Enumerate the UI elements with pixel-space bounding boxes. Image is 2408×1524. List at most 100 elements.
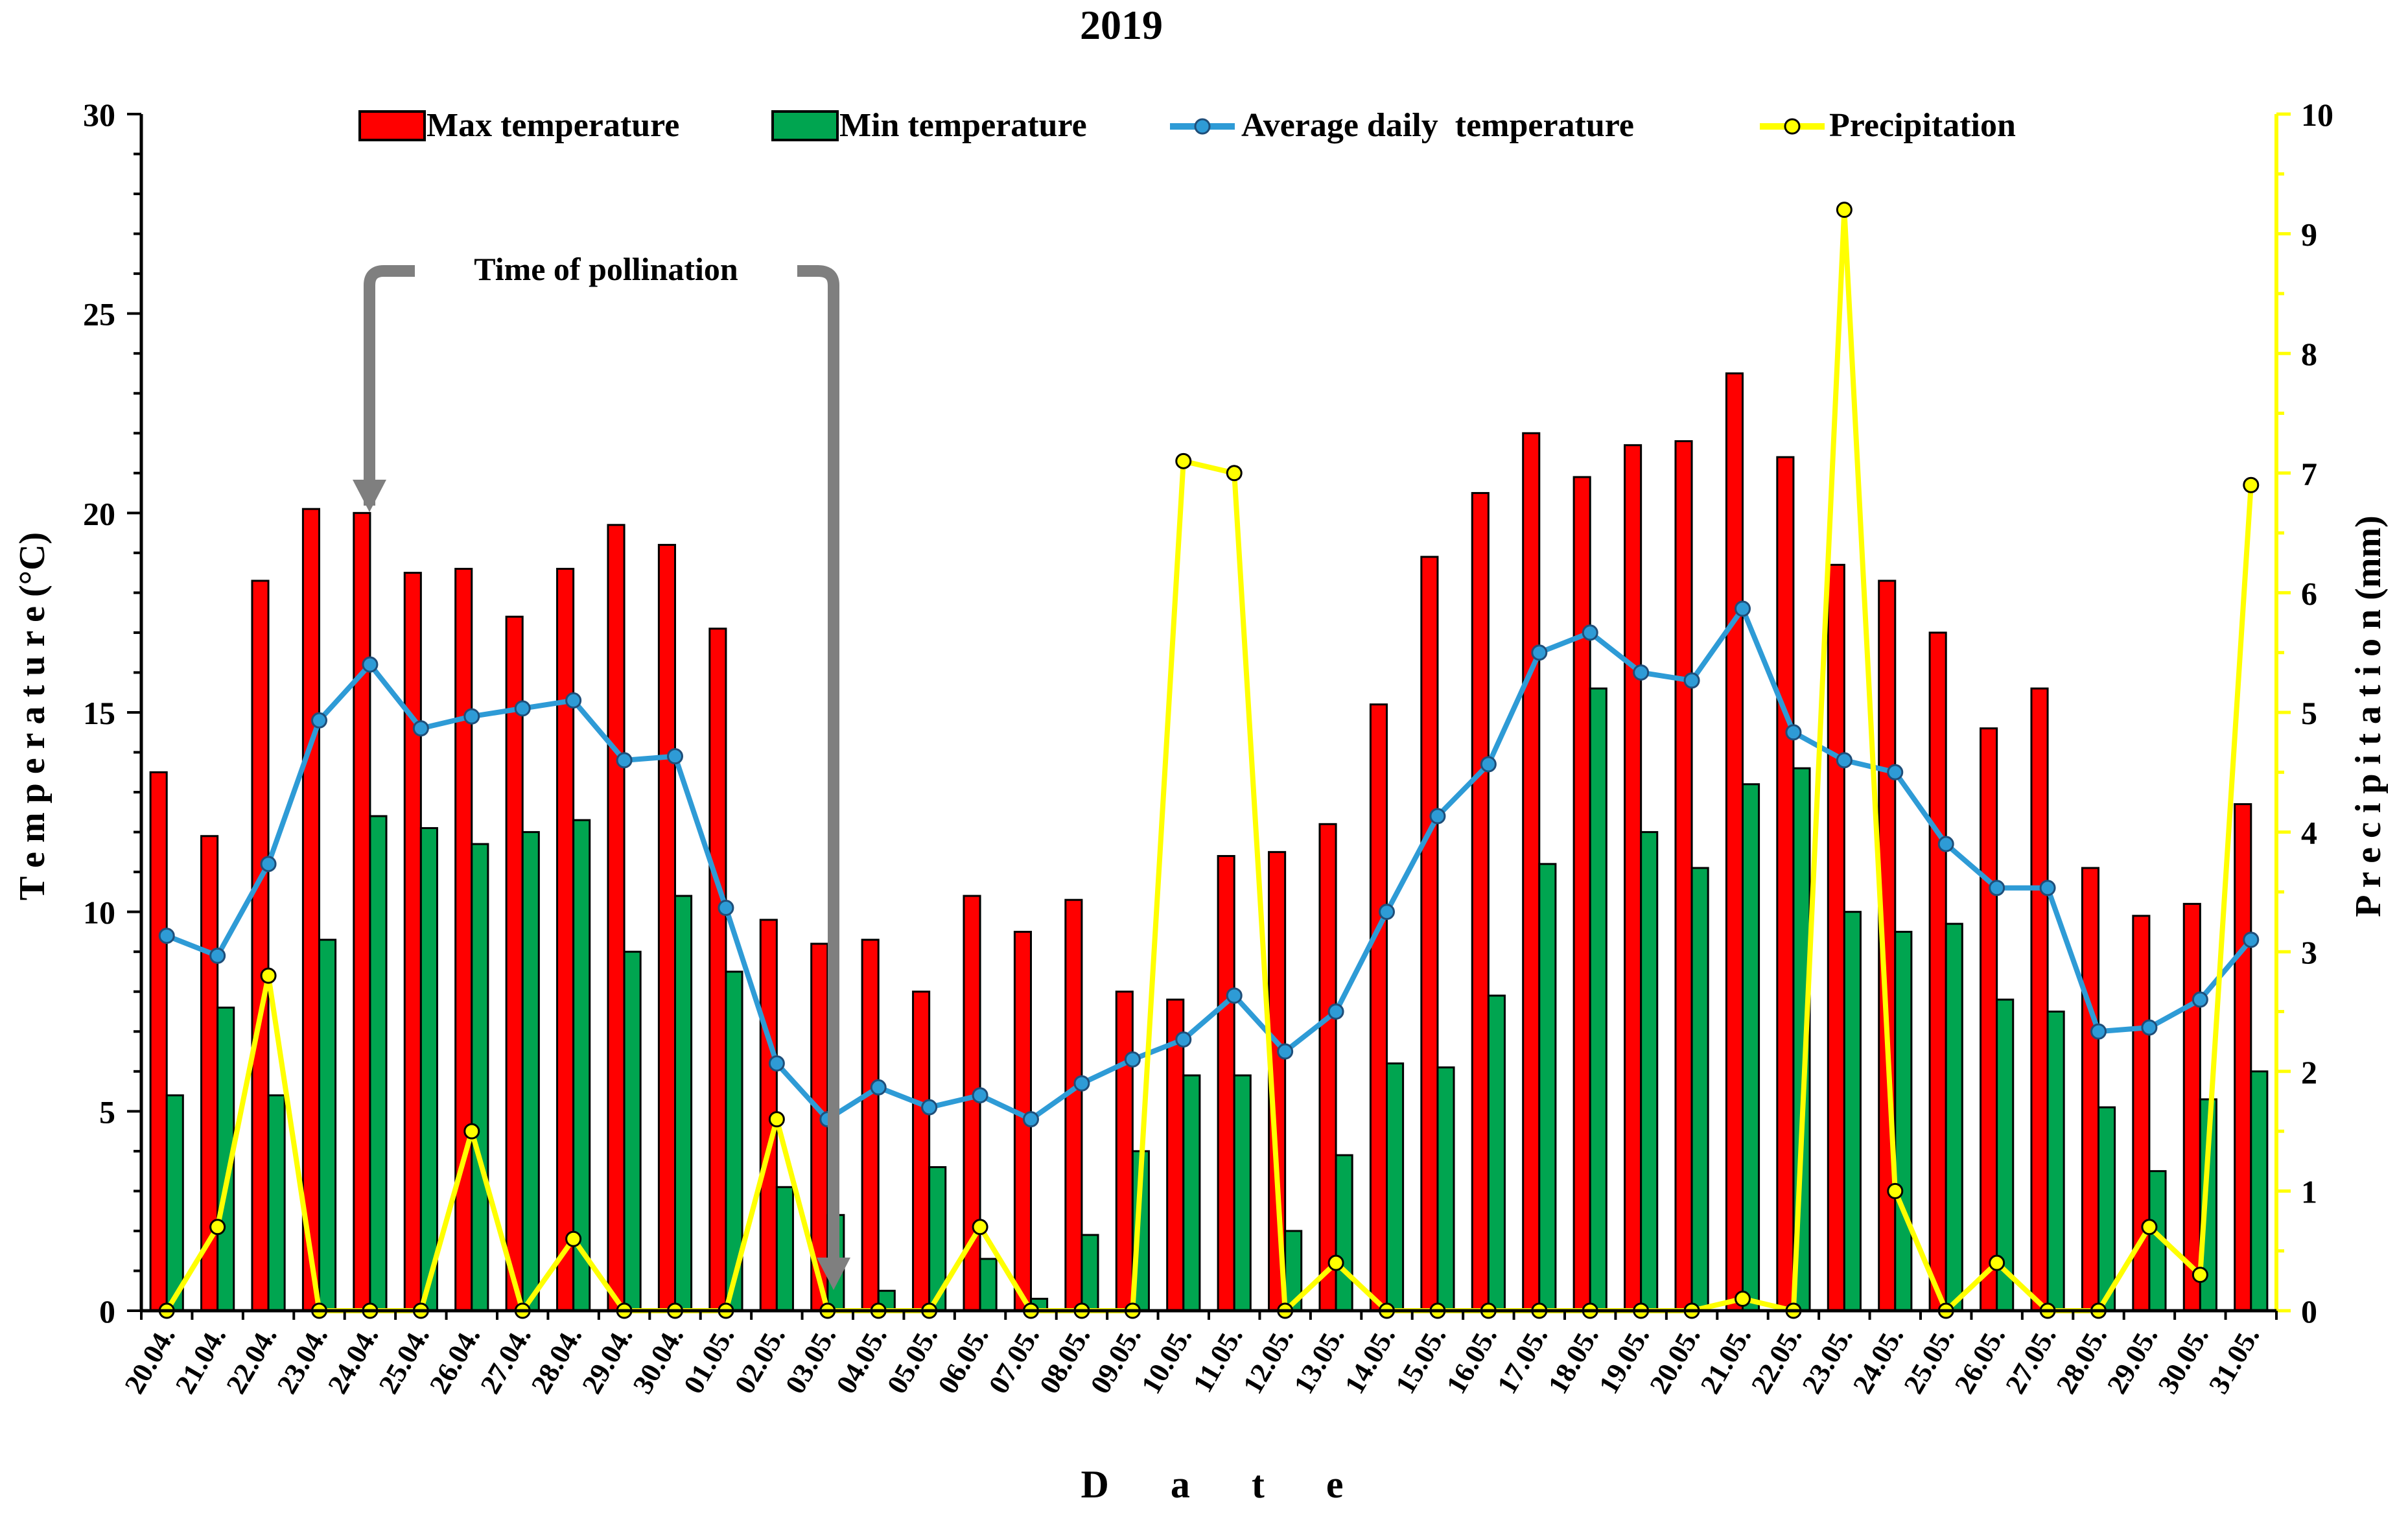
precipitation-point-23.05. bbox=[1836, 202, 1853, 218]
max-temp-bar-01.05. bbox=[708, 627, 727, 1312]
average-temp-point-14.05. bbox=[1379, 904, 1395, 920]
average-temp-point-19.05. bbox=[1633, 664, 1650, 681]
average-temp-point-15.05. bbox=[1429, 808, 1446, 825]
precipitation-point-10.05. bbox=[1175, 452, 1192, 469]
average-temp-point-01.05. bbox=[718, 900, 734, 917]
average-temp-point-11.05. bbox=[1226, 987, 1243, 1004]
min-temp-bar-20.05. bbox=[1690, 867, 1709, 1312]
min-temp-bar-24.05. bbox=[1894, 930, 1913, 1312]
y2-tick-label: 5 bbox=[2301, 695, 2317, 731]
min-temp-bar-23.05. bbox=[1843, 911, 1862, 1312]
x-tick-label-20.05.: 20.05. bbox=[1643, 1322, 1706, 1400]
average-temp-point-28.05. bbox=[2090, 1023, 2107, 1040]
max-temp-bar-15.05. bbox=[1420, 556, 1439, 1312]
y2-tick-label: 0 bbox=[2301, 1293, 2317, 1330]
average-temp-point-24.05. bbox=[1887, 764, 1904, 780]
average-temp-point-24.04. bbox=[362, 656, 379, 673]
x-tick-label-28.04.: 28.04. bbox=[525, 1322, 588, 1400]
x-tick-label-13.05.: 13.05. bbox=[1287, 1322, 1350, 1400]
max-temp-bar-28.04. bbox=[556, 567, 575, 1312]
precipitation-point-13.05. bbox=[1327, 1254, 1344, 1271]
x-tick-label-14.05.: 14.05. bbox=[1338, 1322, 1401, 1400]
x-tick-label-30.05.: 30.05. bbox=[2152, 1322, 2215, 1400]
legend-swatch-max bbox=[358, 110, 426, 141]
max-temp-bar-04.05. bbox=[861, 939, 880, 1312]
x-tick-label-25.05.: 25.05. bbox=[1897, 1322, 1960, 1400]
max-temp-bar-22.04. bbox=[251, 580, 270, 1312]
bars-group bbox=[149, 372, 2269, 1312]
max-temp-bar-28.05. bbox=[2081, 867, 2099, 1312]
max-temp-bar-21.05. bbox=[1725, 372, 1744, 1312]
average-temp-point-23.04. bbox=[311, 712, 327, 729]
legend: Max temperature Min temperature Average … bbox=[358, 107, 2016, 144]
min-temp-bar-13.05. bbox=[1335, 1154, 1353, 1312]
average-temp-point-22.04. bbox=[260, 856, 277, 873]
min-temp-bar-08.05. bbox=[1081, 1234, 1099, 1312]
y2-tick-label: 4 bbox=[2301, 815, 2317, 851]
x-tick-label-27.04.: 27.04. bbox=[474, 1322, 537, 1400]
min-temp-bar-27.05. bbox=[2046, 1011, 2065, 1312]
average-temp-point-10.05. bbox=[1175, 1031, 1192, 1048]
pollination-arrow-right bbox=[817, 1258, 850, 1290]
max-temp-bar-17.05. bbox=[1522, 432, 1541, 1312]
y-tick-label: 25 bbox=[83, 296, 115, 333]
x-tick-label-20.04.: 20.04. bbox=[118, 1322, 181, 1400]
x-tick-label-05.05.: 05.05. bbox=[881, 1322, 944, 1400]
x-tick-label-28.05.: 28.05. bbox=[2050, 1322, 2113, 1400]
max-temp-bar-19.05. bbox=[1624, 444, 1642, 1312]
max-temp-bar-13.05. bbox=[1318, 823, 1337, 1312]
max-temp-bar-25.04. bbox=[403, 572, 422, 1312]
max-temp-bar-26.04. bbox=[454, 567, 473, 1312]
average-temp-point-09.05. bbox=[1124, 1051, 1141, 1068]
average-temp-point-27.04. bbox=[514, 700, 531, 717]
average-temp-point-17.05. bbox=[1531, 644, 1548, 661]
pollination-label: Time of pollination bbox=[474, 251, 738, 287]
x-tick-label-12.05.: 12.05. bbox=[1237, 1322, 1300, 1400]
min-temp-bar-20.04. bbox=[165, 1094, 184, 1312]
x-tick-label-04.05.: 04.05. bbox=[830, 1322, 893, 1400]
x-tick-label-10.05.: 10.05. bbox=[1135, 1322, 1198, 1400]
average-temp-point-16.05. bbox=[1480, 756, 1497, 773]
precipitation-line bbox=[164, 207, 2254, 1313]
y-tick-label: 20 bbox=[83, 495, 115, 532]
x-axis-label: D a t e bbox=[1081, 1463, 1370, 1506]
max-temp-bar-29.04. bbox=[607, 524, 625, 1312]
legend-swatch-min bbox=[771, 110, 839, 141]
average-temp-point-27.05. bbox=[2039, 880, 2056, 897]
x-tick-label-29.04.: 29.04. bbox=[576, 1322, 638, 1400]
average-temp-point-29.05. bbox=[2141, 1019, 2158, 1036]
max-temp-bar-05.05. bbox=[912, 991, 931, 1312]
min-temp-bar-16.05. bbox=[1487, 994, 1506, 1312]
average-temp-point-07.05. bbox=[1023, 1111, 1039, 1128]
legend-label-precip: Precipitation bbox=[1829, 107, 2016, 144]
precipitation-point-21.04. bbox=[209, 1219, 226, 1236]
y2-tick-label: 1 bbox=[2301, 1173, 2317, 1210]
precipitation-point-29.05. bbox=[2141, 1219, 2158, 1236]
pollination-bracket bbox=[364, 265, 415, 506]
precipitation-point-26.05. bbox=[1989, 1254, 2005, 1271]
legend-label-min: Min temperature bbox=[839, 107, 1087, 144]
average-temp-point-04.05. bbox=[870, 1079, 887, 1096]
y2-tick-label: 8 bbox=[2301, 336, 2317, 372]
x-tick-label-08.05.: 08.05. bbox=[1033, 1322, 1096, 1400]
min-temp-bar-22.04. bbox=[267, 1094, 286, 1312]
lines-group bbox=[158, 202, 2260, 1319]
average-temp-point-23.05. bbox=[1836, 752, 1853, 769]
precipitation-point-11.05. bbox=[1226, 465, 1243, 482]
y2-tick-label: 2 bbox=[2301, 1054, 2317, 1090]
max-temp-bar-23.04. bbox=[301, 508, 321, 1312]
min-temp-bar-23.04. bbox=[318, 939, 337, 1312]
x-tick-label-16.05.: 16.05. bbox=[1440, 1322, 1503, 1400]
y2-tick-label: 6 bbox=[2301, 575, 2317, 611]
precipitation-point-28.04. bbox=[565, 1230, 582, 1247]
average-temp-point-02.05. bbox=[768, 1055, 785, 1072]
x-tick-label-09.05.: 09.05. bbox=[1084, 1322, 1147, 1400]
x-tick-label-19.05.: 19.05. bbox=[1593, 1322, 1655, 1400]
max-temp-bar-20.04. bbox=[149, 771, 168, 1312]
max-temp-bar-09.05. bbox=[1115, 991, 1134, 1312]
min-temp-bar-28.04. bbox=[572, 819, 591, 1312]
precipitation-point-22.04. bbox=[260, 967, 277, 984]
average-temp-point-25.04. bbox=[412, 720, 429, 737]
x-tick-label-23.05.: 23.05. bbox=[1796, 1322, 1859, 1400]
x-tick-label-30.04.: 30.04. bbox=[627, 1322, 690, 1400]
